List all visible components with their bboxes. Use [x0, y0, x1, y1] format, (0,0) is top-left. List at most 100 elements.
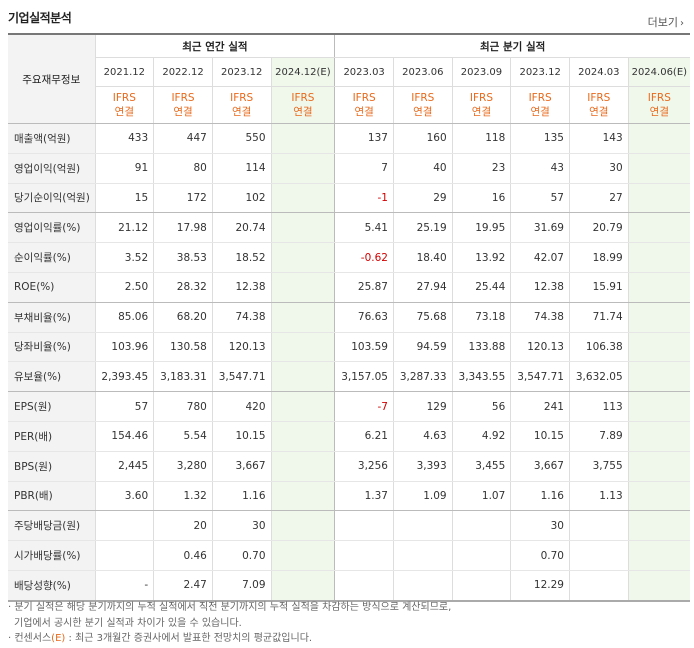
table-cell: 17.98	[153, 212, 213, 244]
table-cell: 6.21	[334, 421, 394, 452]
table-cell: 2,393.45	[94, 361, 154, 393]
table-cell: 16	[451, 183, 511, 214]
table-cell	[270, 242, 335, 273]
table-row: EPS(원) 57 780 420 -7 129 56 241 113	[8, 391, 690, 422]
table-cell	[270, 570, 335, 602]
table-cell: 25.44	[451, 272, 511, 303]
table-row: 매출액(억원) 433 447 550 137 160 118 135 143	[8, 123, 690, 154]
table-cell	[627, 332, 690, 363]
table-cell: 20.79	[568, 212, 629, 244]
table-cell: 3,280	[153, 451, 213, 482]
table-cell: 12.38	[510, 272, 570, 303]
table-cell	[627, 510, 690, 542]
table-cell	[270, 123, 335, 154]
table-row: 순이익률(%) 3.52 38.53 18.52 -0.62 18.40 13.92 42.0…	[8, 242, 690, 273]
table-cell: 114	[211, 153, 272, 184]
more-link[interactable]: 더보기 ›	[648, 14, 684, 30]
table-cell: 550	[211, 123, 272, 154]
ifrs-basis-label: IFRS 연결	[211, 86, 272, 124]
table-cell	[627, 570, 690, 602]
table-cell	[392, 510, 453, 542]
table-cell: 106.38	[568, 332, 629, 363]
consolidated-label: 연결	[293, 106, 313, 118]
table-cell: 12.29	[510, 570, 570, 602]
table-cell: 154.46	[94, 421, 154, 452]
table-cell: 7.89	[568, 421, 629, 452]
table-cell: 13.92	[451, 242, 511, 273]
table-row: 영업이익(억원) 91 80 114 7 40 23 43 30	[8, 153, 690, 184]
panel-title: 기업실적분석	[8, 11, 72, 25]
table-cell	[627, 361, 690, 393]
row-label: BPS(원)	[8, 451, 96, 482]
table-cell	[270, 540, 335, 571]
table-cell: 1.16	[510, 481, 570, 512]
table-cell: 20	[153, 510, 213, 542]
table-cell: 76.63	[334, 302, 394, 333]
ifrs-label: IFRS	[230, 92, 254, 104]
chevron-right-icon: ›	[680, 18, 684, 29]
table-cell	[270, 510, 335, 542]
table-cell: 56	[451, 391, 511, 422]
row-label: 당기순이익(억원)	[8, 183, 96, 214]
table-cell: 780	[153, 391, 213, 422]
consolidated-label: 연결	[471, 106, 492, 118]
table-cell: 18.40	[392, 242, 453, 273]
consolidated-label: 연결	[530, 106, 550, 118]
table-cell	[270, 361, 335, 393]
table-row: 당기순이익(억원) 15 172 102 -1 29 16 57 27	[8, 183, 690, 214]
table-cell	[627, 481, 690, 512]
table-cell: 7	[334, 153, 394, 184]
table-cell: 3,287.33	[392, 361, 453, 393]
table-cell: 120.13	[211, 332, 272, 363]
row-label: 당좌비율(%)	[8, 332, 96, 363]
table-cell: 3,343.55	[451, 361, 511, 393]
table-cell	[627, 242, 690, 273]
ifrs-basis-label: IFRS 연결	[627, 86, 690, 124]
table-cell: 0.70	[510, 540, 570, 571]
consolidated-label: 연결	[232, 106, 252, 118]
table-row: 시가배당률(%) 0.46 0.70 0.70	[8, 540, 690, 571]
table-cell: 129	[392, 391, 453, 422]
table-cell	[270, 391, 335, 422]
table-cell: 1.32	[153, 481, 213, 512]
ifrs-label: IFRS	[528, 92, 552, 104]
table-cell: 133.88	[451, 332, 511, 363]
table-cell	[270, 302, 335, 333]
table-cell: 4.92	[451, 421, 511, 452]
more-label: 더보기	[647, 16, 678, 29]
table-cell	[627, 391, 690, 422]
table-cell: 20.74	[211, 212, 272, 244]
table-cell: 2,445	[94, 451, 154, 482]
table-cell: 27.94	[392, 272, 453, 303]
table-cell: 1.13	[568, 481, 629, 512]
ifrs-label: IFRS	[352, 92, 376, 104]
table-cell	[270, 212, 335, 244]
table-row: BPS(원) 2,445 3,280 3,667 3,256 3,393 3,455 3,66…	[8, 451, 690, 482]
table-cell	[568, 540, 629, 571]
table-cell: 42.07	[510, 242, 570, 273]
table-cell: 3,667	[510, 451, 570, 482]
row-label: 주당배당금(원)	[8, 510, 96, 542]
ifrs-basis-label: IFRS 연결	[451, 86, 511, 124]
table-cell: 23	[451, 153, 511, 184]
annual-group-header: 최근 연간 실적	[94, 34, 335, 58]
table-cell: 3,455	[451, 451, 511, 482]
table-cell: 137	[334, 123, 394, 154]
table-cell: 73.18	[451, 302, 511, 333]
table-cell: 3,667	[211, 451, 272, 482]
table-cell: 74.38	[211, 302, 272, 333]
period-header: 2023.06	[392, 57, 453, 87]
row-label: PBR(배)	[8, 481, 96, 512]
table-cell	[627, 183, 690, 214]
table-cell: 3.52	[94, 242, 154, 273]
table-cell: 3,547.71	[510, 361, 570, 393]
table-cell: 113	[568, 391, 629, 422]
row-label: 영업이익률(%)	[8, 212, 96, 244]
consolidated-label: 연결	[114, 106, 134, 118]
table-cell: 3,256	[334, 451, 394, 482]
table-cell	[627, 421, 690, 452]
footnote-2-suffix: : 최근 3개월간 증권사에서 발표한 전망치의 평균값입니다.	[68, 633, 313, 644]
table-cell: 130.58	[153, 332, 213, 363]
ifrs-label: IFRS	[587, 92, 611, 104]
table-cell	[627, 451, 690, 482]
